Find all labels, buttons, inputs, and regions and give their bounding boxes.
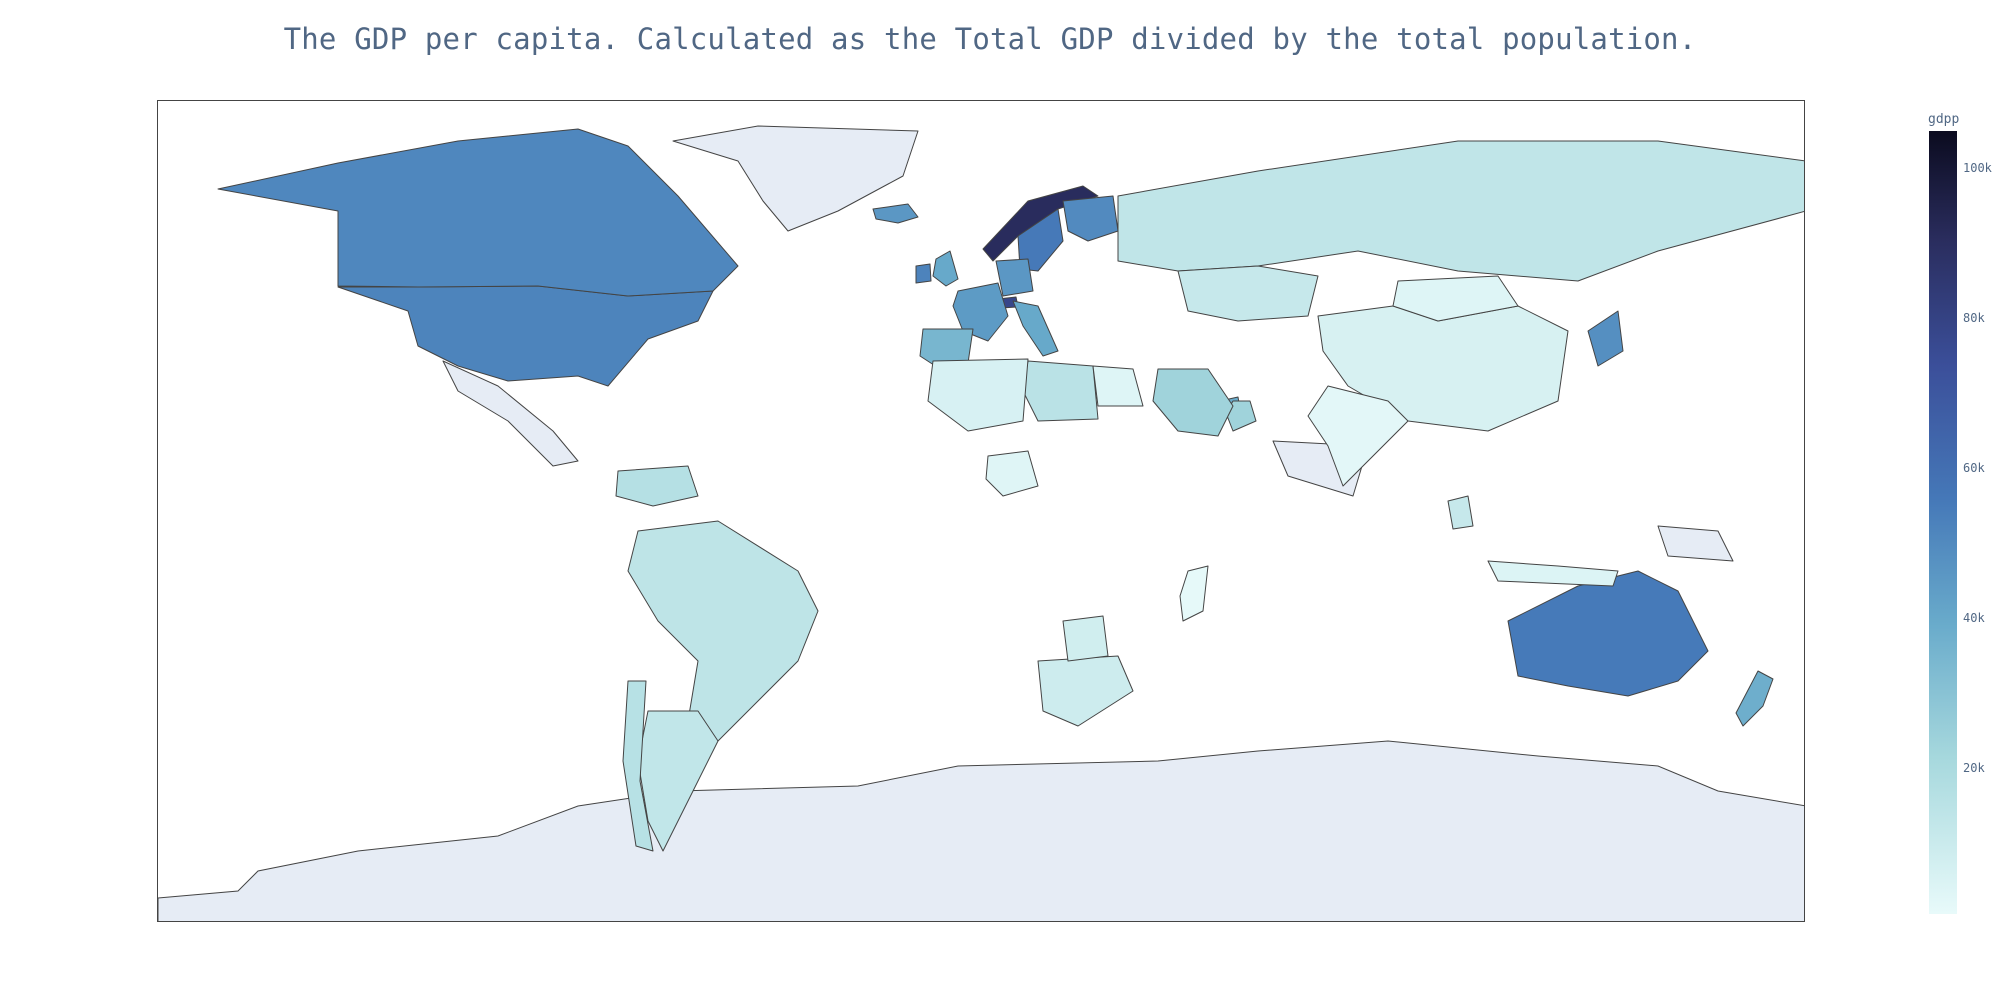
colorbar-title: gdpp: [1928, 112, 1960, 127]
colorbar-tick-40k: 40k: [1963, 611, 1985, 625]
region-brazil[interactable]: Brazil: 11200: [627, 520, 819, 742]
region-saudi-arabia[interactable]: Saudi Arabia: 19300: [1152, 368, 1234, 437]
region-italy[interactable]: Italy: 35800: [1012, 300, 1059, 357]
map-frame[interactable]: Norway: 87800Switzerland: 74600United St…: [157, 100, 1805, 922]
region-madagascar[interactable]: Madagascar: 413: [1179, 565, 1209, 622]
world-map[interactable]: Norway: 87800Switzerland: 74600United St…: [158, 101, 1805, 922]
region-malaysia[interactable]: Malaysia: 9070: [1447, 495, 1474, 530]
chart-title: The GDP per capita. Calculated as the To…: [283, 22, 1697, 56]
region-botswana[interactable]: Botswana: 6350: [1062, 615, 1109, 662]
region-iceland[interactable]: Iceland: 41900: [872, 203, 919, 224]
region-libya[interactable]: Libya: 12100: [1022, 360, 1099, 422]
region-united-states[interactable]: United States: 48400: [337, 285, 714, 387]
region-canada[interactable]: Canada: 47400: [217, 128, 739, 297]
region-algeria[interactable]: Algeria: 4460: [927, 358, 1029, 432]
region-mongolia[interactable]: Mongolia: 2650: [1392, 275, 1519, 322]
colorbar-tick-20k: 20k: [1963, 761, 1985, 775]
region-india[interactable]: India: 1350: [1307, 385, 1409, 487]
region-indonesia[interactable]: Indonesia: 3110: [1487, 560, 1619, 587]
region-ireland[interactable]: Ireland: 48700: [915, 263, 932, 284]
region-no-data[interactable]: [672, 125, 919, 232]
region-russia[interactable]: Russia: 10700: [1117, 140, 1805, 282]
region-australia[interactable]: Australia: 51900: [1507, 570, 1709, 697]
region-south-africa[interactable]: South Africa: 7280: [1037, 655, 1134, 727]
region-france[interactable]: France: 40600: [952, 282, 1009, 342]
region-germany[interactable]: Germany: 41800: [995, 258, 1034, 297]
region-united-kingdom[interactable]: United Kingdom: 35800: [932, 250, 959, 287]
region-egypt[interactable]: Egypt: 2600: [1092, 365, 1144, 407]
region-chile[interactable]: Chile: 12900: [622, 680, 654, 852]
region-no-data[interactable]: [1657, 525, 1734, 562]
region-antarctica[interactable]: [158, 740, 1805, 922]
region-no-data[interactable]: [442, 360, 579, 467]
colorbar-tick-60k: 60k: [1963, 461, 1985, 475]
region-finland[interactable]: Finland: 46200: [1062, 195, 1119, 242]
region-nigeria[interactable]: Nigeria: 2330: [985, 450, 1039, 497]
region-venezuela[interactable]: Venezuela: 13500: [615, 465, 699, 507]
colorbar-tick-100k: 100k: [1963, 161, 1992, 175]
colorbar: [1929, 131, 1957, 914]
region-new-zealand[interactable]: New Zealand: 33700: [1735, 670, 1774, 727]
colorbar-tick-80k: 80k: [1963, 311, 1985, 325]
region-kazakhstan[interactable]: Kazakhstan: 9070: [1177, 265, 1319, 322]
region-japan[interactable]: Japan: 44500: [1587, 310, 1624, 367]
